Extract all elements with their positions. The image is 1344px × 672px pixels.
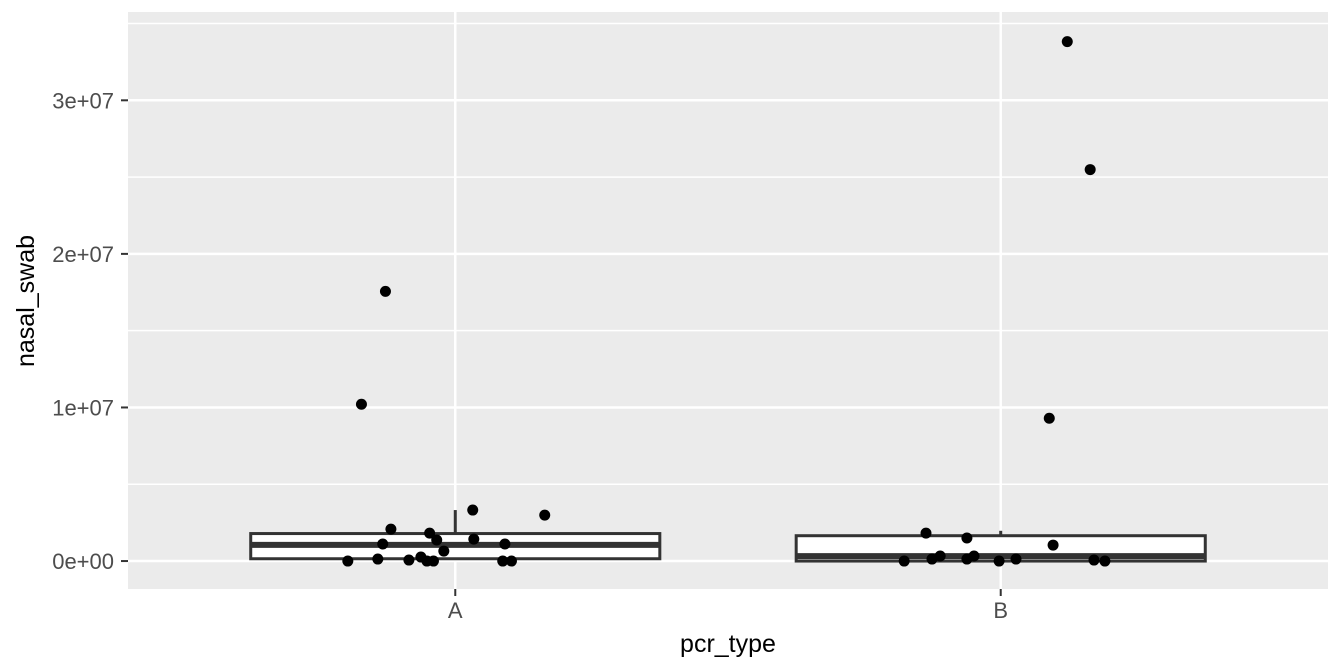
data-point-A xyxy=(403,554,415,566)
data-point-A xyxy=(467,504,479,516)
data-point-B xyxy=(993,555,1005,567)
data-point-B xyxy=(1043,412,1055,424)
x-tick-label: B xyxy=(993,598,1008,623)
data-point-B xyxy=(1099,555,1111,567)
y-tick-label: 3e+07 xyxy=(52,88,114,113)
data-point-A xyxy=(505,555,517,567)
data-point-B xyxy=(898,555,910,567)
data-point-A xyxy=(438,545,450,557)
data-point-B xyxy=(1047,539,1059,551)
data-point-A xyxy=(424,527,436,539)
x-axis-title: pcr_type xyxy=(680,630,776,658)
data-point-A xyxy=(539,509,551,521)
y-tick-label: 2e+07 xyxy=(52,242,114,267)
data-point-B xyxy=(968,550,980,562)
data-point-A xyxy=(372,553,384,565)
data-point-B xyxy=(1084,164,1096,176)
data-point-A xyxy=(499,538,511,550)
data-point-A xyxy=(385,523,397,535)
y-tick-label: 0e+00 xyxy=(52,549,114,574)
data-point-B xyxy=(1088,554,1100,566)
data-point-A xyxy=(377,538,389,550)
data-point-A xyxy=(497,555,509,567)
data-point-B xyxy=(1010,553,1022,565)
data-point-A xyxy=(431,534,443,546)
data-point-A xyxy=(379,285,391,297)
data-point-A xyxy=(355,398,367,410)
data-point-B xyxy=(1061,36,1073,48)
data-point-A xyxy=(468,533,480,545)
data-point-A xyxy=(427,555,439,567)
data-point-A xyxy=(342,555,354,567)
y-tick-label: 1e+07 xyxy=(52,395,114,420)
y-axis-title: nasal_swab xyxy=(12,234,40,367)
x-tick-label: A xyxy=(448,598,463,623)
plot-panel xyxy=(128,12,1328,589)
data-point-B xyxy=(934,550,946,562)
data-point-B xyxy=(961,532,973,544)
data-point-B xyxy=(920,527,932,539)
